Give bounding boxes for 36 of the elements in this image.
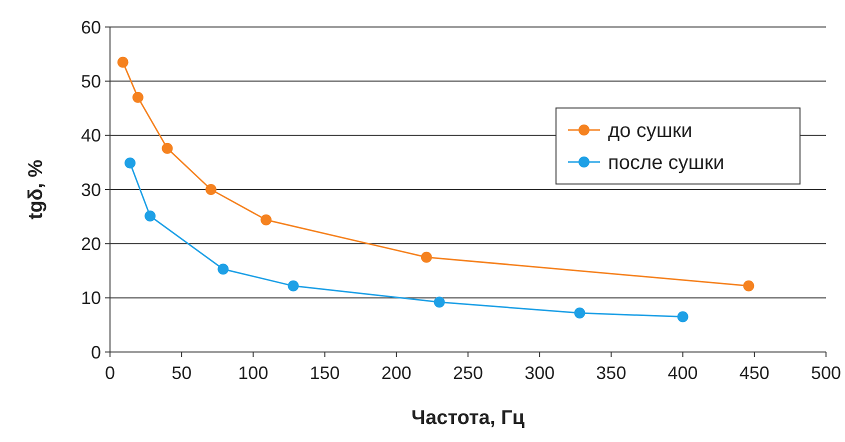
point [144,210,156,222]
x-tick-label: 400 [668,363,698,383]
y-tick-label: 40 [80,126,101,146]
x-tick-label: 350 [596,363,626,383]
point [117,56,128,68]
point [288,280,299,292]
point [743,280,754,292]
point [162,142,173,154]
x-tick-label: 200 [381,363,412,383]
y-axis-title: tgδ, % [25,159,47,220]
point [434,296,445,308]
x-tick-label: 300 [524,363,555,383]
y-tick-label: 10 [80,288,101,308]
point [260,214,272,226]
x-tick-label: 250 [452,363,484,383]
y-tick-label: 20 [80,234,101,254]
x-tick-label: 500 [810,363,842,383]
point [218,264,229,275]
x-tick-label: 0 [104,363,116,383]
x-tick-label: 450 [739,363,770,383]
y-tick-label: 30 [80,180,101,200]
point [205,184,216,195]
point [420,252,432,263]
y-tick-label: 50 [80,71,101,92]
point [677,311,688,322]
point [574,308,586,318]
y-tick-label: 60 [80,17,101,38]
legend-label: после сушки [608,152,724,174]
legend-label: до сушки [608,120,692,142]
y-tick-label: 0 [90,342,101,362]
x-tick-label: 150 [310,363,340,383]
x-tick-label: 50 [172,363,192,383]
x-tick-label: 100 [238,363,268,383]
x-axis-title: Частота, Гц [411,407,526,429]
point [124,157,136,168]
point [132,92,144,103]
